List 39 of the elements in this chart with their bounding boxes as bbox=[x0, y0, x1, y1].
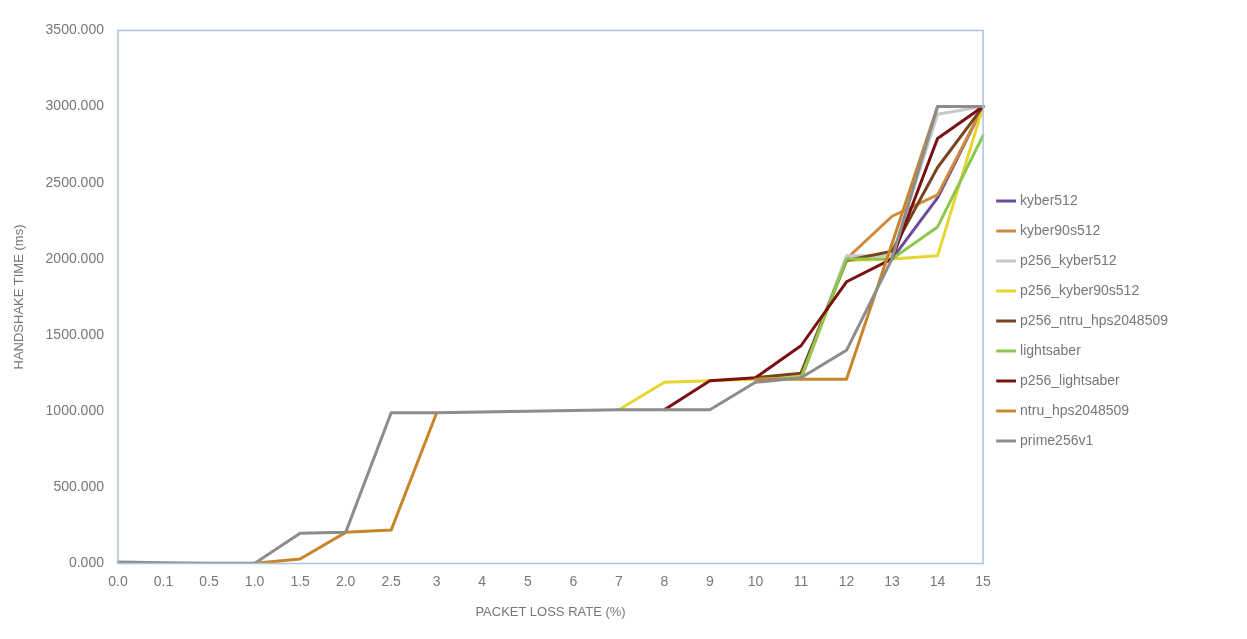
legend-label: p256_ntru_hps2048509 bbox=[1020, 311, 1169, 328]
legend-label: ntru_hps2048509 bbox=[1020, 401, 1130, 418]
x-tick-label: 1.0 bbox=[244, 572, 265, 589]
legend-label: kyber512 bbox=[1020, 191, 1078, 208]
x-tick-label: 14 bbox=[929, 572, 946, 589]
x-tick-label: 5 bbox=[523, 572, 532, 589]
legend-label: lightsaber bbox=[1020, 341, 1082, 358]
x-tick-label: 4 bbox=[478, 572, 487, 589]
x-tick-label: 9 bbox=[706, 572, 714, 589]
y-tick-label: 3000.000 bbox=[45, 97, 105, 114]
y-tick-label: 2500.000 bbox=[45, 173, 105, 190]
x-tick-label: 2.0 bbox=[335, 572, 356, 589]
legend-label: p256_kyber512 bbox=[1020, 251, 1117, 268]
x-tick-label: 1.5 bbox=[290, 572, 311, 589]
x-tick-label: 0.1 bbox=[153, 572, 174, 589]
legend-label: p256_kyber90s512 bbox=[1020, 281, 1140, 298]
y-axis-title: HANDSHAKE TIME (ms) bbox=[11, 224, 27, 370]
legend-label: prime256v1 bbox=[1020, 431, 1094, 448]
y-tick-label: 500.000 bbox=[53, 478, 105, 495]
x-tick-label: 10 bbox=[747, 572, 764, 589]
x-tick-label: 6 bbox=[569, 572, 578, 589]
x-tick-label: 13 bbox=[884, 572, 901, 589]
legend-label: kyber90s512 bbox=[1020, 221, 1101, 238]
x-tick-label: 0.0 bbox=[108, 572, 128, 589]
x-tick-label: 2.5 bbox=[381, 572, 402, 589]
x-tick-label: 15 bbox=[975, 572, 992, 589]
x-tick-label: 0.5 bbox=[199, 572, 219, 589]
y-tick-label: 3500.000 bbox=[45, 21, 105, 38]
x-tick-label: 7 bbox=[614, 572, 623, 589]
y-tick-label: 2000.000 bbox=[45, 249, 105, 266]
x-tick-label: 12 bbox=[838, 572, 855, 589]
x-tick-label: 11 bbox=[793, 572, 809, 589]
legend-label: p256_lightsaber bbox=[1020, 371, 1121, 388]
y-tick-label: 1000.000 bbox=[45, 402, 105, 419]
x-axis-title: PACKET LOSS RATE (%) bbox=[475, 603, 626, 619]
y-tick-label: 0.000 bbox=[68, 554, 105, 571]
x-tick-label: 8 bbox=[660, 572, 669, 589]
x-tick-label: 3 bbox=[432, 572, 441, 589]
y-tick-label: 1500.000 bbox=[45, 325, 105, 342]
